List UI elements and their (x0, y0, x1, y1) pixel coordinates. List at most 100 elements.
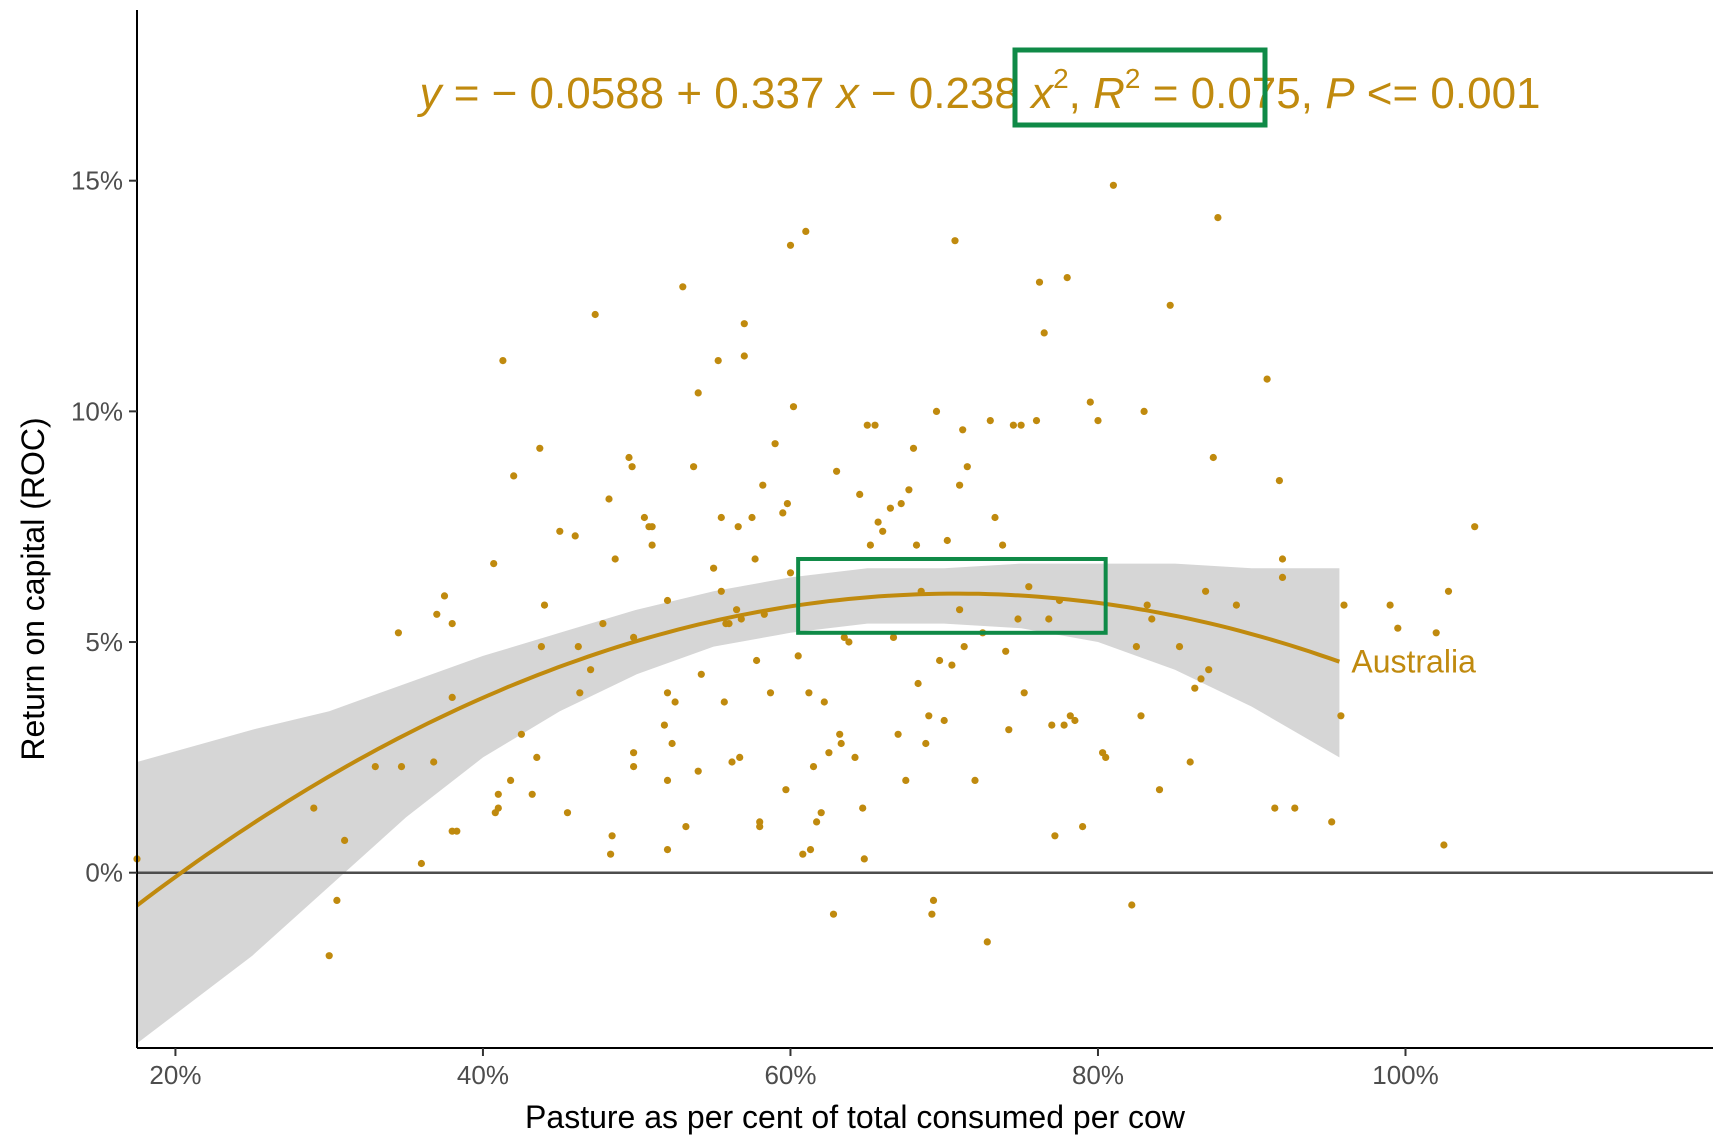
data-point (806, 846, 815, 854)
data-point (756, 823, 764, 831)
confidence-band (137, 563, 1340, 1044)
x-tick-label: 60% (764, 1060, 816, 1090)
data-point (607, 850, 615, 858)
data-point (710, 564, 718, 572)
data-point (805, 689, 813, 697)
data-point (333, 896, 341, 905)
eq-x2-symbol: x (1029, 69, 1055, 118)
data-point (786, 241, 795, 249)
eq-x-symbol: x (835, 69, 861, 118)
data-point (310, 804, 318, 812)
data-point (1191, 684, 1199, 692)
data-point (630, 763, 638, 771)
data-point (1002, 647, 1010, 655)
data-point (1209, 453, 1217, 462)
data-point (740, 320, 748, 328)
data-point (914, 679, 922, 688)
data-point (611, 555, 619, 563)
data-point (341, 836, 349, 845)
data-point (605, 495, 613, 503)
data-point (679, 283, 687, 291)
data-point (690, 463, 698, 471)
y-axis-ticks: 0% 5% 10% 15% (71, 166, 137, 888)
data-point (628, 463, 636, 471)
eq-x-exponent: 2 (1053, 63, 1069, 94)
data-point (448, 693, 456, 702)
data-point (820, 698, 828, 706)
eq-p-value: <= 0.001 (1355, 69, 1541, 118)
data-point (440, 592, 449, 600)
data-point (1005, 726, 1013, 734)
data-point (856, 490, 864, 498)
data-point (536, 444, 544, 452)
highlight-box-r2 (1012, 47, 1268, 128)
data-point (863, 421, 871, 429)
data-point (1132, 643, 1140, 651)
data-point (1278, 573, 1287, 582)
data-point (932, 407, 941, 415)
data-point (648, 541, 656, 549)
data-point (951, 237, 959, 245)
data-point (640, 513, 649, 522)
eq-separator-2: , (1301, 69, 1325, 118)
data-point (733, 606, 741, 614)
data-point (1020, 689, 1028, 697)
eq-y-symbol: y (416, 69, 444, 118)
data-point (766, 689, 775, 697)
data-point (663, 596, 672, 605)
y-tick-label: 0% (85, 858, 123, 888)
data-point (625, 453, 633, 462)
data-point (663, 846, 672, 854)
highlight-box-curve-peak (796, 556, 1108, 635)
data-point (1079, 823, 1087, 831)
y-tick-label: 15% (71, 166, 123, 196)
data-point (1140, 407, 1148, 415)
data-point (751, 555, 759, 563)
data-point (1102, 753, 1110, 762)
data-point (894, 730, 902, 738)
data-point (740, 352, 748, 360)
data-point (682, 823, 690, 831)
y-tick-label: 5% (85, 627, 123, 657)
data-point (1166, 301, 1174, 309)
data-point (660, 721, 669, 729)
data-point (599, 620, 607, 628)
data-point (1048, 721, 1056, 729)
fit-curve-australia (135, 591, 1341, 908)
data-point (1017, 421, 1025, 429)
data-point (779, 509, 787, 517)
data-point (630, 749, 638, 757)
data-point (397, 763, 406, 771)
data-point (1432, 629, 1440, 637)
eq-quadratic-coef: − 0.238 (859, 69, 1031, 118)
eq-separator-1: , (1069, 69, 1093, 118)
data-point (734, 523, 742, 531)
data-point (663, 776, 672, 785)
data-point (799, 850, 807, 858)
data-point (533, 753, 541, 762)
data-point (1032, 417, 1041, 425)
data-point (671, 698, 679, 706)
data-point (845, 638, 853, 646)
data-point (1291, 804, 1299, 812)
scatter-points-layer (133, 181, 1479, 960)
eq-terms: = − 0.0588 + 0.337 (441, 69, 836, 118)
data-point (1094, 417, 1102, 425)
data-point (1063, 274, 1071, 282)
data-point (1051, 832, 1059, 840)
data-point (697, 670, 705, 678)
data-point (1060, 721, 1068, 729)
data-point (748, 513, 756, 522)
data-point (940, 716, 948, 725)
data-point (879, 527, 887, 535)
data-point (563, 809, 572, 817)
data-point (1202, 587, 1210, 595)
data-point (1066, 712, 1074, 720)
data-point (1025, 583, 1033, 591)
eq-p-symbol: P (1325, 69, 1355, 118)
data-point (608, 832, 616, 840)
data-point (1128, 901, 1136, 909)
data-point (1263, 375, 1271, 383)
data-point (753, 656, 761, 665)
data-point (983, 938, 991, 946)
